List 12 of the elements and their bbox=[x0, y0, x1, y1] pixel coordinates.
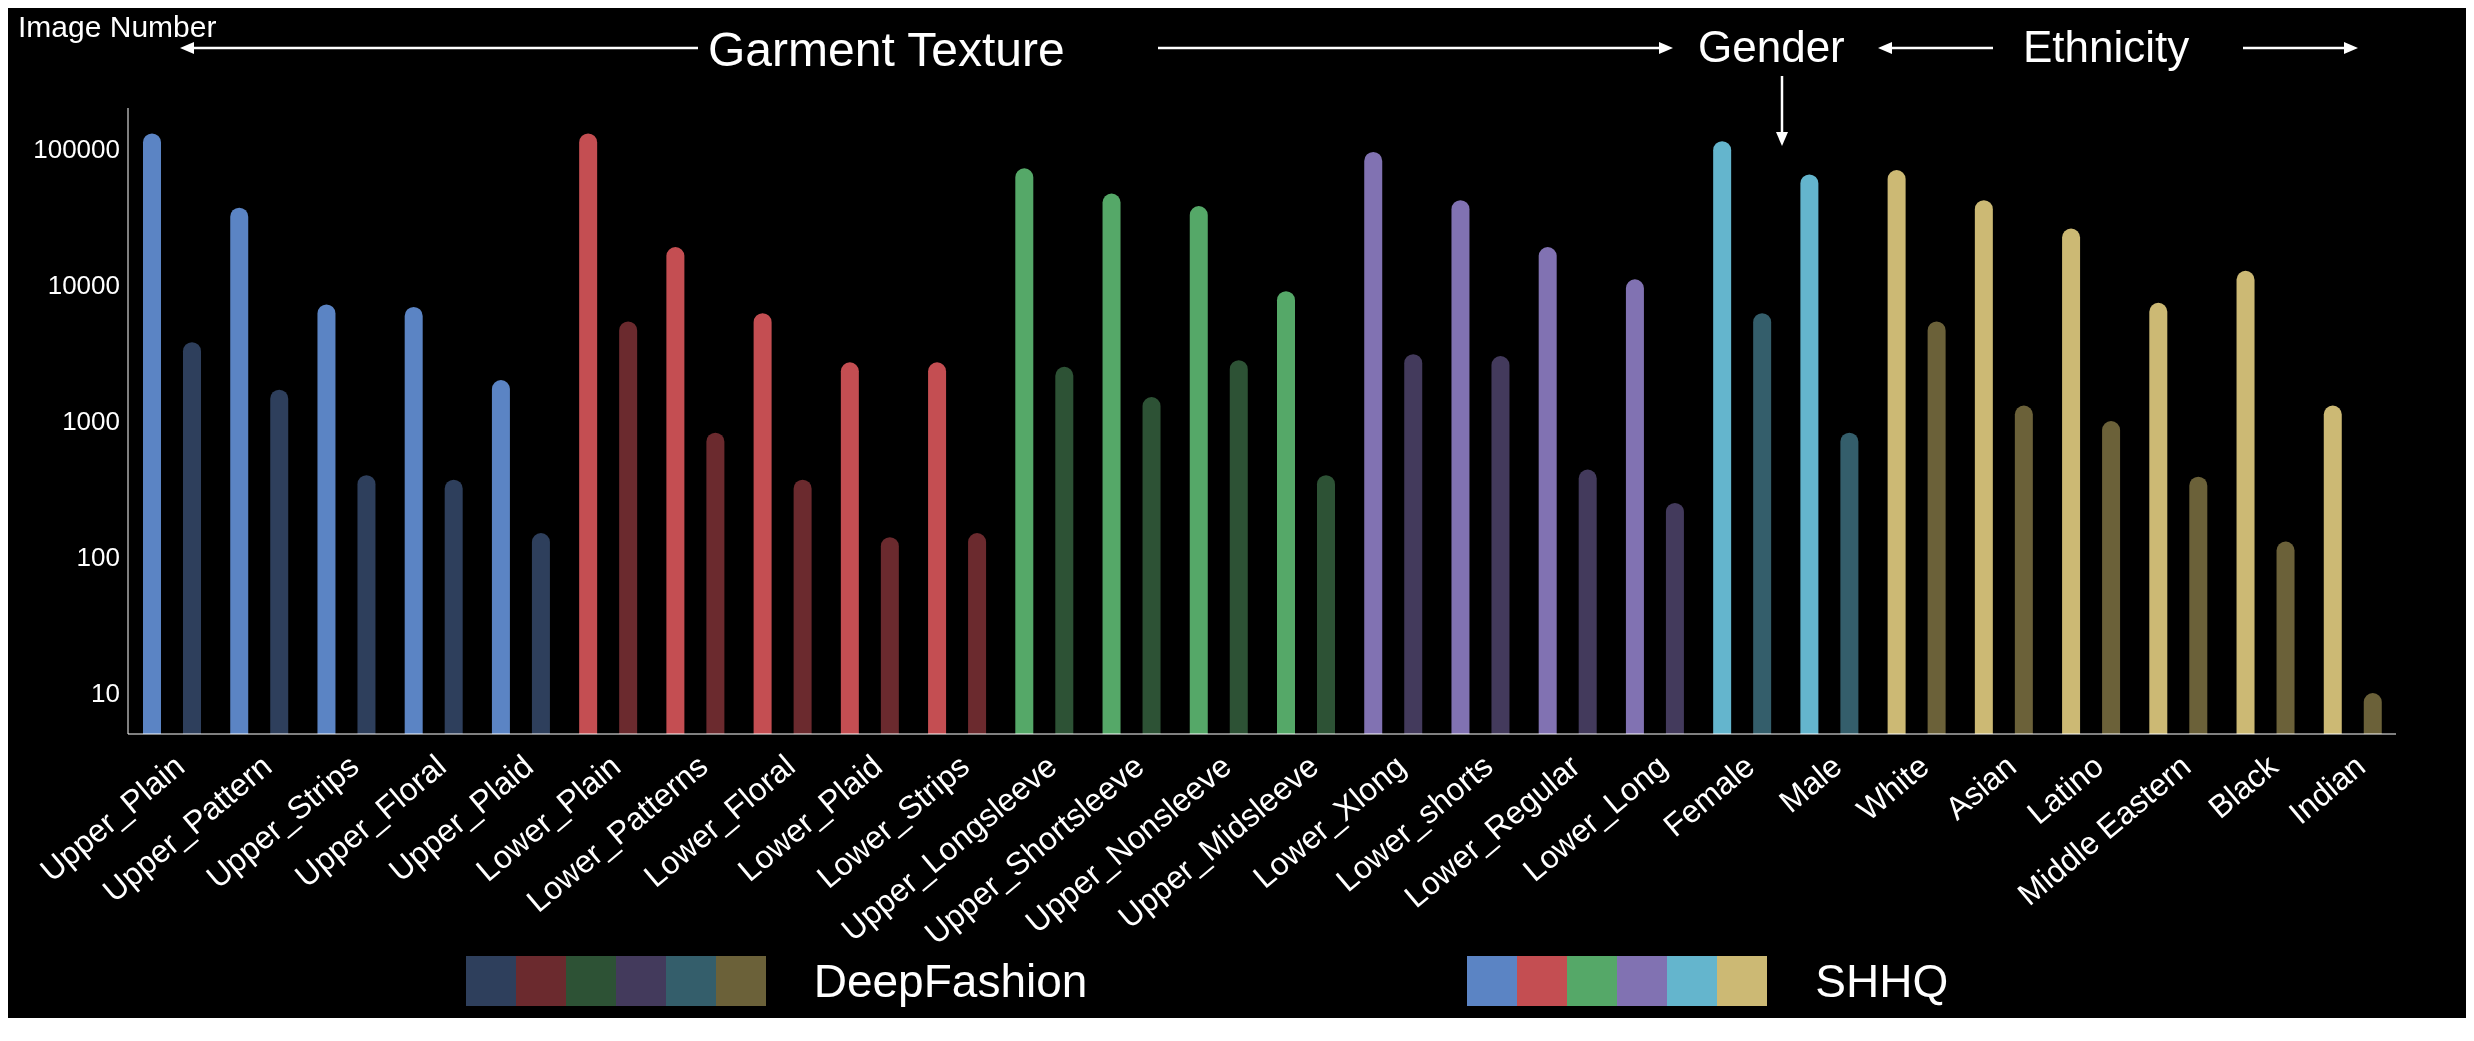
text: Gender bbox=[1698, 22, 1845, 72]
y-tick-label: 1000 bbox=[62, 406, 120, 437]
y-tick-label: 10 bbox=[91, 678, 120, 709]
x-tick-label: Male bbox=[1772, 747, 1849, 820]
legend-label: SHHQ bbox=[1815, 954, 1949, 1008]
y-tick-label: 10000 bbox=[47, 270, 120, 301]
y-axis-title: Image Number bbox=[18, 10, 217, 44]
legend-label: DeepFashion bbox=[813, 954, 1088, 1008]
y-tick-label: 100 bbox=[76, 542, 120, 573]
text: Garment Texture bbox=[708, 22, 1065, 77]
y-tick-label: 100000 bbox=[33, 134, 120, 165]
text: Ethnicity bbox=[2023, 22, 2190, 72]
